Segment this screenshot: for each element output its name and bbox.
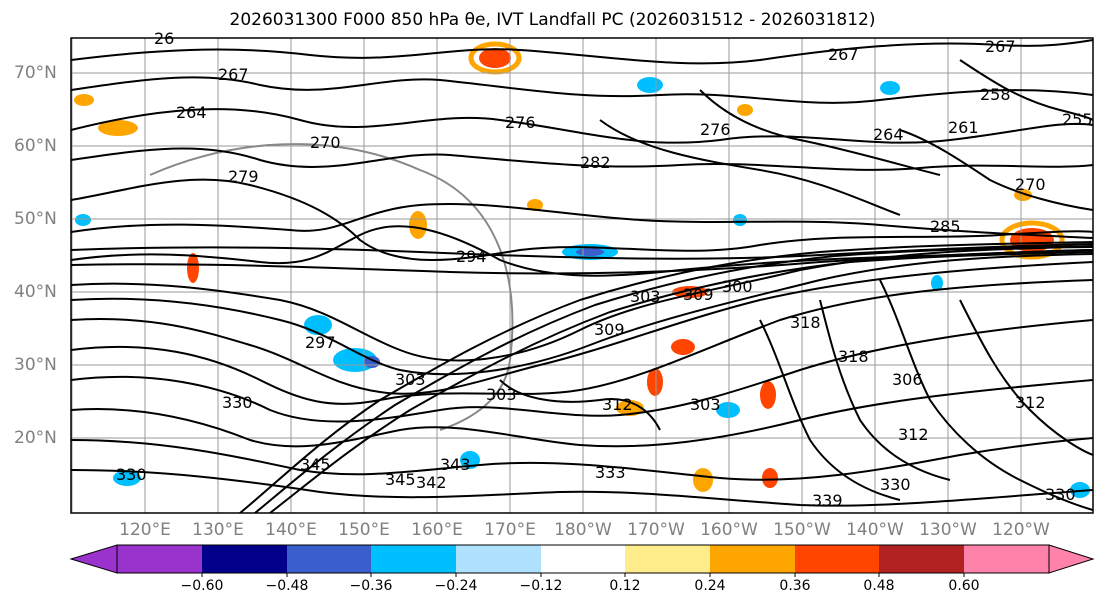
- colorbar-bin: [625, 545, 710, 573]
- lon-label: 130°W: [919, 520, 977, 540]
- lat-label: 40°N: [14, 282, 57, 302]
- lat-label: 20°N: [14, 428, 57, 448]
- colorbar-tick-label: −0.48: [265, 578, 309, 594]
- contour-label: 330: [116, 465, 147, 484]
- contour-label: 26: [154, 29, 174, 48]
- lon-label: 180°W: [554, 520, 612, 540]
- lat-label: 30°N: [14, 355, 57, 375]
- contour-label: 264: [873, 125, 904, 144]
- colorbar-bin: [287, 545, 371, 573]
- colorbar-tick-label: 0.60: [948, 578, 980, 594]
- lon-label: 140°W: [846, 520, 904, 540]
- colorbar-tick-label: 0.48: [863, 578, 895, 594]
- plot-title: 2026031300 F000 850 hPa θe, IVT Landfall…: [229, 10, 876, 30]
- contour-label: 276: [700, 120, 731, 139]
- lon-label: 130°E: [192, 520, 244, 540]
- colorbar-bin: [879, 545, 964, 573]
- contour-label: 306: [892, 370, 923, 389]
- lat-label: 60°N: [14, 136, 57, 156]
- contour-label: 318: [790, 313, 821, 332]
- colorbar-bin: [710, 545, 795, 573]
- contour-label: 309: [683, 285, 714, 304]
- lat-label: 70°N: [14, 63, 57, 83]
- contour-label: 339: [812, 491, 843, 510]
- contour-label: 309: [594, 320, 625, 339]
- contour-label: 300: [722, 277, 753, 296]
- colorbar-under-arrow: [69, 544, 118, 574]
- lon-label: 160°E: [411, 520, 463, 540]
- theta-e-contours: [71, 39, 1093, 513]
- colorbar-tick-label: −0.60: [180, 578, 224, 594]
- contour-label: 267: [828, 45, 859, 64]
- contour-label: 270: [310, 133, 341, 152]
- contour-label: 312: [602, 395, 633, 414]
- colorbar-bin: [117, 545, 202, 573]
- contour-label: 318: [838, 347, 869, 366]
- contour-label: 297: [305, 333, 336, 352]
- contour-label: 285: [930, 217, 961, 236]
- contour-label: 303: [630, 287, 661, 306]
- contour-label: 303: [486, 385, 517, 404]
- contour-label: 276: [505, 113, 536, 132]
- lat-label: 50°N: [14, 209, 57, 229]
- lon-label: 160°W: [700, 520, 758, 540]
- contour-label: 330: [1045, 485, 1076, 504]
- colorbar-tick-label: 0.12: [609, 578, 641, 594]
- lon-label: 170°W: [627, 520, 685, 540]
- contour-label: 330: [222, 393, 253, 412]
- colorbar-tick-label: −0.24: [434, 578, 478, 594]
- contour-label: 342: [416, 473, 447, 492]
- contour-label: 261: [948, 118, 979, 137]
- contour-label: 258: [980, 85, 1011, 104]
- colorbar-tick-label: −0.12: [519, 578, 563, 594]
- contour-label: 267: [218, 65, 249, 84]
- colorbar-bin: [541, 545, 625, 573]
- colorbar-tick-label: −0.36: [349, 578, 393, 594]
- contour-label: 312: [1015, 393, 1046, 412]
- lon-label: 120°W: [992, 520, 1050, 540]
- colorbar-bin: [371, 545, 456, 573]
- colorbar-bin: [456, 545, 541, 573]
- contour-label: 345: [300, 455, 331, 474]
- contour-label: 255: [1062, 110, 1093, 129]
- contour-label: 312: [898, 425, 929, 444]
- colorbar-over-arrow: [1048, 544, 1095, 574]
- colorbar-tick-label: 0.36: [779, 578, 811, 594]
- contour-label-group: 267 267 267 258 261 255 264 270 285 279 …: [116, 29, 1093, 510]
- colorbar-bin: [202, 545, 287, 573]
- lon-label: 150°E: [338, 520, 390, 540]
- contour-label: 303: [395, 370, 426, 389]
- contour-label: 343: [440, 455, 471, 474]
- contour-label: 270: [1015, 175, 1046, 194]
- lon-label: 150°W: [773, 520, 831, 540]
- contour-label: 264: [176, 103, 207, 122]
- map-frame: [70, 37, 1094, 514]
- contour-label: 330: [880, 475, 911, 494]
- contour-label: 294: [456, 247, 487, 266]
- colorbar-bin: [795, 545, 879, 573]
- lon-label: 140°E: [265, 520, 317, 540]
- contour-label: 303: [690, 395, 721, 414]
- contour-label: 345: [385, 470, 416, 489]
- colorbar-bin: [964, 545, 1049, 573]
- contour-label: 333: [595, 463, 626, 482]
- lon-label: 170°E: [484, 520, 536, 540]
- lon-label: 120°E: [119, 520, 171, 540]
- colorbar-tick-label: 0.24: [694, 578, 726, 594]
- contour-label: 267: [985, 37, 1016, 56]
- colorbar: [69, 544, 1095, 577]
- contour-label: 282: [580, 153, 611, 172]
- contour-label: 279: [228, 167, 259, 186]
